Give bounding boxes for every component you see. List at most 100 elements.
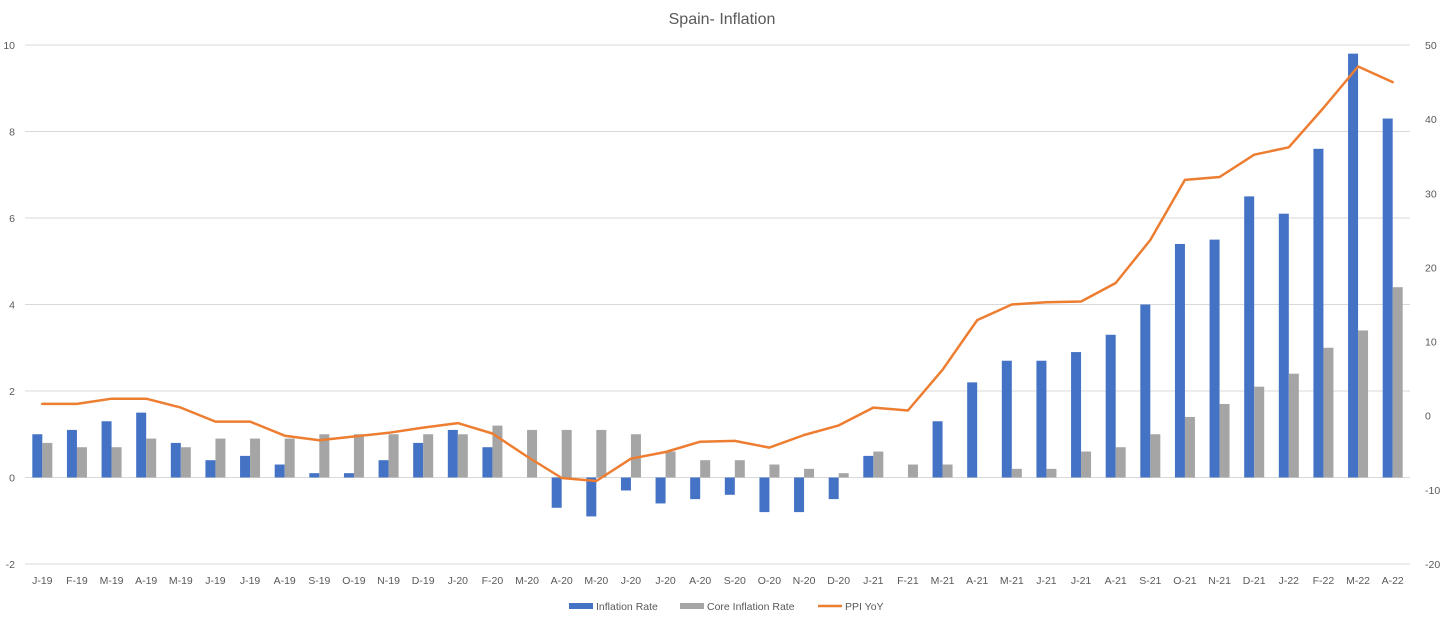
core-inflation-bar [734,460,745,478]
core-inflation-bar [215,438,226,478]
core-inflation-bar [1392,287,1403,478]
x-axis-tick-label: D-21 [1243,575,1266,587]
core-inflation-bar [1219,403,1230,478]
legend[interactable]: Inflation Rate Core Inflation Rate PPI YoY [569,601,884,613]
core-inflation-bar [1323,347,1334,478]
inflation-rate-bar [1001,360,1012,478]
x-axis-tick-label: J-20 [621,575,642,587]
left-axis-tick-label: 0 [9,473,15,485]
left-axis-ticks: -2 0 2 4 6 8 10 [3,40,15,571]
core-inflation-bar [561,429,572,478]
left-axis-tick-label: 8 [9,127,15,139]
x-axis-tick-label: F-21 [897,575,919,587]
inflation-rate-bar [136,412,147,478]
x-axis-tick-label: J-21 [863,575,884,587]
legend-ppi-yoy-label: PPI YoY [845,601,884,613]
x-axis-tick-label: M-19 [100,575,124,587]
core-inflation-bar [1115,447,1126,478]
core-inflation-bar [1011,468,1022,478]
right-axis-tick-label: 0 [1425,411,1431,423]
left-axis-tick-label: 4 [9,300,15,312]
x-axis-tick-label: N-20 [793,575,816,587]
x-axis-tick-label: N-19 [377,575,400,587]
right-axis-tick-label: 50 [1425,40,1437,52]
inflation-rate-bar [551,477,562,508]
inflation-rate-bar [1382,118,1393,478]
inflation-rate-bar [1244,196,1255,478]
core-inflation-bar [942,464,953,478]
core-inflation-bar [804,468,815,478]
x-axis-tick-label: J-19 [205,575,226,587]
inflation-rate-bar [309,473,320,478]
core-inflation-bar [1358,330,1369,478]
core-inflation-bar [873,451,884,478]
x-axis-tick-label: A-21 [1105,575,1127,587]
x-axis-tick-label: N-21 [1208,575,1231,587]
core-inflation-bar [353,434,364,478]
core-inflation-bar [527,429,538,478]
x-axis-tick-label: F-22 [1313,575,1335,587]
ppi-yoy-line [41,65,1394,483]
inflation-rate-bar [1278,213,1289,478]
right-axis-tick-label: 20 [1425,262,1437,274]
left-axis-tick-label: 6 [9,213,15,225]
inflation-rate-bar [759,477,770,513]
inflation-rate-bar [66,429,77,478]
x-axis-tick-label: J-19 [32,575,53,587]
line-series [41,65,1394,483]
core-inflation-bar [1150,434,1161,478]
x-axis-tick-label: O-21 [1173,575,1197,587]
core-inflation-bar [492,425,503,478]
inflation-rate-bar [1140,304,1151,478]
core-inflation-bar [180,447,191,478]
x-axis-tick-label: J-20 [655,575,676,587]
core-inflation-bar [423,434,434,478]
inflation-rate-bar [274,464,285,478]
x-axis-tick-label: D-20 [827,575,850,587]
right-axis-ticks: -20 -10 0 10 20 30 40 50 [1425,40,1440,571]
core-inflation-bar [596,429,607,478]
inflation-rate-bar [586,477,597,517]
core-inflation-bar [319,434,330,478]
inflation-rate-bar [1071,352,1082,478]
chart-title: Spain- Inflation [669,11,776,28]
right-axis-tick-label: -20 [1425,559,1440,571]
x-axis-tick-label: M-19 [169,575,193,587]
core-inflation-bar [907,464,918,478]
x-axis-ticks: J-19 F-19 M-19 A-19 M-19 J-19 J-19 A-19 S-19 O-19… [32,575,1404,587]
core-inflation-bar [1081,451,1092,478]
left-axis-tick-label: 2 [9,386,15,398]
inflation-rate-bar [378,460,389,478]
core-inflation-bar [146,438,157,478]
x-axis-tick-label: D-19 [412,575,435,587]
inflation-rate-bar [1105,334,1116,478]
inflation-rate-bar [932,421,943,478]
legend-inflation-rate-swatch [569,603,593,609]
inflation-rate-bar [1036,360,1047,478]
left-axis-tick-label: 10 [3,40,15,52]
bar-series [32,53,1403,517]
left-axis-tick-label: -2 [6,559,15,571]
legend-inflation-rate-label: Inflation Rate [596,601,658,613]
core-inflation-bar [1184,416,1195,478]
inflation-rate-bar [967,382,978,478]
x-axis-tick-label: M-21 [931,575,955,587]
inflation-rate-bar [1209,239,1220,478]
x-axis-tick-label: M-22 [1346,575,1370,587]
legend-core-inflation-rate-swatch [680,603,704,609]
core-inflation-bar [284,438,295,478]
inflation-rate-bar [32,434,43,478]
x-axis-tick-label: O-20 [758,575,782,587]
x-axis-tick-label: J-21 [1071,575,1092,587]
inflation-rate-bar [205,460,216,478]
right-axis-tick-label: 30 [1425,188,1437,200]
inflation-rate-bar [1313,148,1324,478]
inflation-rate-bar [794,477,805,513]
inflation-rate-bar [1174,243,1185,478]
core-inflation-bar [769,464,780,478]
inflation-rate-bar [170,442,181,478]
inflation-rate-bar [343,473,354,478]
x-axis-tick-label: S-21 [1139,575,1161,587]
x-axis-tick-label: M-21 [1000,575,1024,587]
